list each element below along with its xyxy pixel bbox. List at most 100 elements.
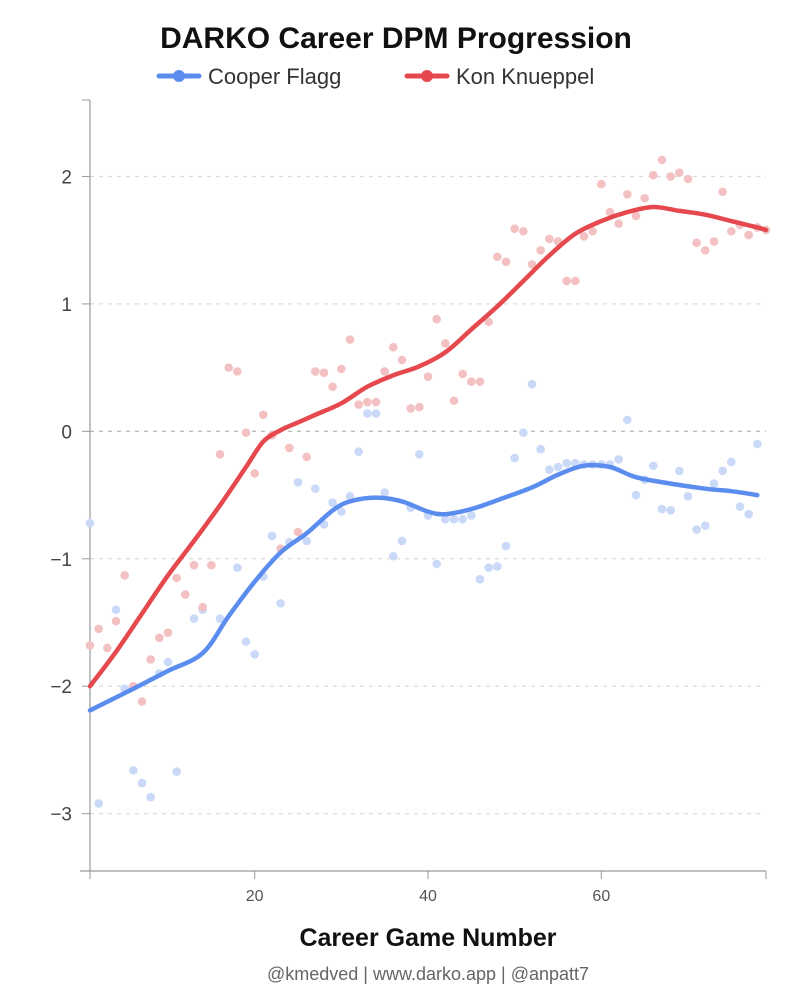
point-cooper-flagg	[536, 444, 545, 454]
point-kon-knueppel	[666, 172, 675, 181]
point-cooper-flagg	[510, 453, 519, 463]
point-kon-knueppel	[111, 616, 121, 626]
point-cooper-flagg	[302, 536, 311, 546]
point-kon-knueppel	[293, 527, 303, 537]
point-cooper-flagg	[172, 767, 181, 776]
point-cooper-flagg	[631, 490, 641, 500]
credit-line: @kmedved | www.darko.app | @anpatt7	[267, 964, 589, 984]
point-kon-knueppel	[475, 377, 485, 386]
point-kon-knueppel	[406, 404, 415, 413]
point-cooper-flagg	[432, 559, 441, 569]
point-kon-knueppel	[215, 449, 225, 459]
point-cooper-flagg	[163, 657, 173, 667]
point-kon-knueppel	[241, 428, 251, 437]
point-cooper-flagg	[85, 518, 95, 528]
point-kon-knueppel	[259, 410, 268, 420]
point-kon-knueppel	[467, 377, 476, 386]
y-tick-label: −1	[50, 550, 72, 571]
x-tick-label: 20	[246, 888, 264, 905]
point-kon-knueppel	[207, 560, 216, 570]
point-kon-knueppel	[181, 590, 190, 599]
point-cooper-flagg	[449, 514, 459, 524]
point-kon-knueppel	[415, 402, 424, 412]
point-kon-knueppel	[701, 246, 710, 255]
point-kon-knueppel	[155, 633, 164, 643]
x-tick-label: 40	[419, 888, 437, 905]
point-cooper-flagg	[718, 466, 727, 476]
point-kon-knueppel	[189, 560, 199, 570]
point-kon-knueppel	[623, 190, 632, 199]
point-kon-knueppel	[285, 443, 294, 453]
point-cooper-flagg	[129, 766, 138, 775]
point-kon-knueppel	[519, 226, 528, 236]
point-kon-knueppel	[571, 276, 580, 286]
point-cooper-flagg	[475, 574, 485, 584]
point-cooper-flagg	[484, 563, 493, 572]
trend-line-kon-knueppel	[87, 204, 769, 689]
point-kon-knueppel	[649, 170, 658, 180]
point-kon-knueppel	[692, 238, 701, 248]
point-cooper-flagg	[493, 562, 502, 571]
y-tick-label: 0	[61, 422, 72, 443]
point-cooper-flagg	[94, 799, 103, 808]
point-kon-knueppel	[389, 342, 398, 352]
point-cooper-flagg	[354, 447, 363, 457]
point-cooper-flagg	[692, 525, 701, 534]
point-kon-knueppel	[657, 155, 667, 165]
x-axis-ticks: 20 40 60	[89, 871, 767, 905]
trend-line-cooper-flagg	[87, 462, 760, 713]
point-kon-knueppel	[614, 219, 623, 228]
point-cooper-flagg	[657, 504, 667, 514]
point-cooper-flagg	[328, 498, 337, 508]
point-kon-knueppel	[137, 697, 147, 706]
point-kon-knueppel	[675, 168, 684, 177]
point-kon-knueppel	[311, 367, 320, 376]
point-kon-knueppel	[172, 573, 181, 583]
point-cooper-flagg	[215, 614, 225, 623]
legend-label-cooper-flagg: Cooper Flagg	[208, 64, 341, 89]
point-cooper-flagg	[137, 778, 147, 788]
point-cooper-flagg	[623, 415, 632, 425]
point-cooper-flagg	[675, 466, 684, 476]
point-cooper-flagg	[545, 465, 554, 474]
legend-marker-cooper-flagg	[173, 70, 185, 82]
legend-marker-kon-knueppel	[421, 70, 433, 82]
point-cooper-flagg	[458, 514, 467, 524]
point-cooper-flagg	[311, 484, 320, 493]
point-kon-knueppel	[85, 641, 95, 650]
point-kon-knueppel	[640, 193, 649, 203]
point-kon-knueppel	[319, 368, 329, 378]
point-cooper-flagg	[337, 507, 346, 516]
point-cooper-flagg	[267, 531, 277, 541]
point-cooper-flagg	[276, 599, 285, 608]
legend-label-kon-knueppel: Kon Knueppel	[456, 64, 594, 89]
point-cooper-flagg	[727, 457, 736, 467]
point-kon-knueppel	[562, 276, 571, 286]
point-kon-knueppel	[363, 397, 372, 407]
point-cooper-flagg	[441, 514, 450, 524]
point-kon-knueppel	[579, 232, 589, 241]
point-kon-knueppel	[718, 187, 727, 197]
point-kon-knueppel	[449, 396, 459, 406]
point-kon-knueppel	[224, 363, 233, 372]
legend-item-kon-knueppel[interactable]: Kon Knueppel	[404, 64, 594, 89]
point-cooper-flagg	[371, 409, 381, 418]
point-cooper-flagg	[553, 462, 563, 472]
point-kon-knueppel	[250, 469, 259, 478]
legend-item-cooper-flagg[interactable]: Cooper Flagg	[156, 64, 341, 89]
point-kon-knueppel	[744, 230, 753, 240]
legend[interactable]: Cooper Flagg Kon Knueppel	[156, 64, 594, 89]
x-axis-label: Career Game Number	[299, 924, 556, 952]
point-kon-knueppel	[345, 335, 355, 344]
point-cooper-flagg	[735, 502, 745, 511]
point-kon-knueppel	[103, 643, 112, 653]
point-kon-knueppel	[441, 339, 450, 348]
point-cooper-flagg	[709, 479, 719, 488]
point-cooper-flagg	[666, 506, 675, 515]
point-kon-knueppel	[432, 314, 441, 324]
y-tick-label: −2	[50, 677, 72, 698]
point-cooper-flagg	[753, 439, 762, 449]
point-cooper-flagg	[380, 488, 389, 497]
y-tick-label: −3	[50, 805, 72, 826]
